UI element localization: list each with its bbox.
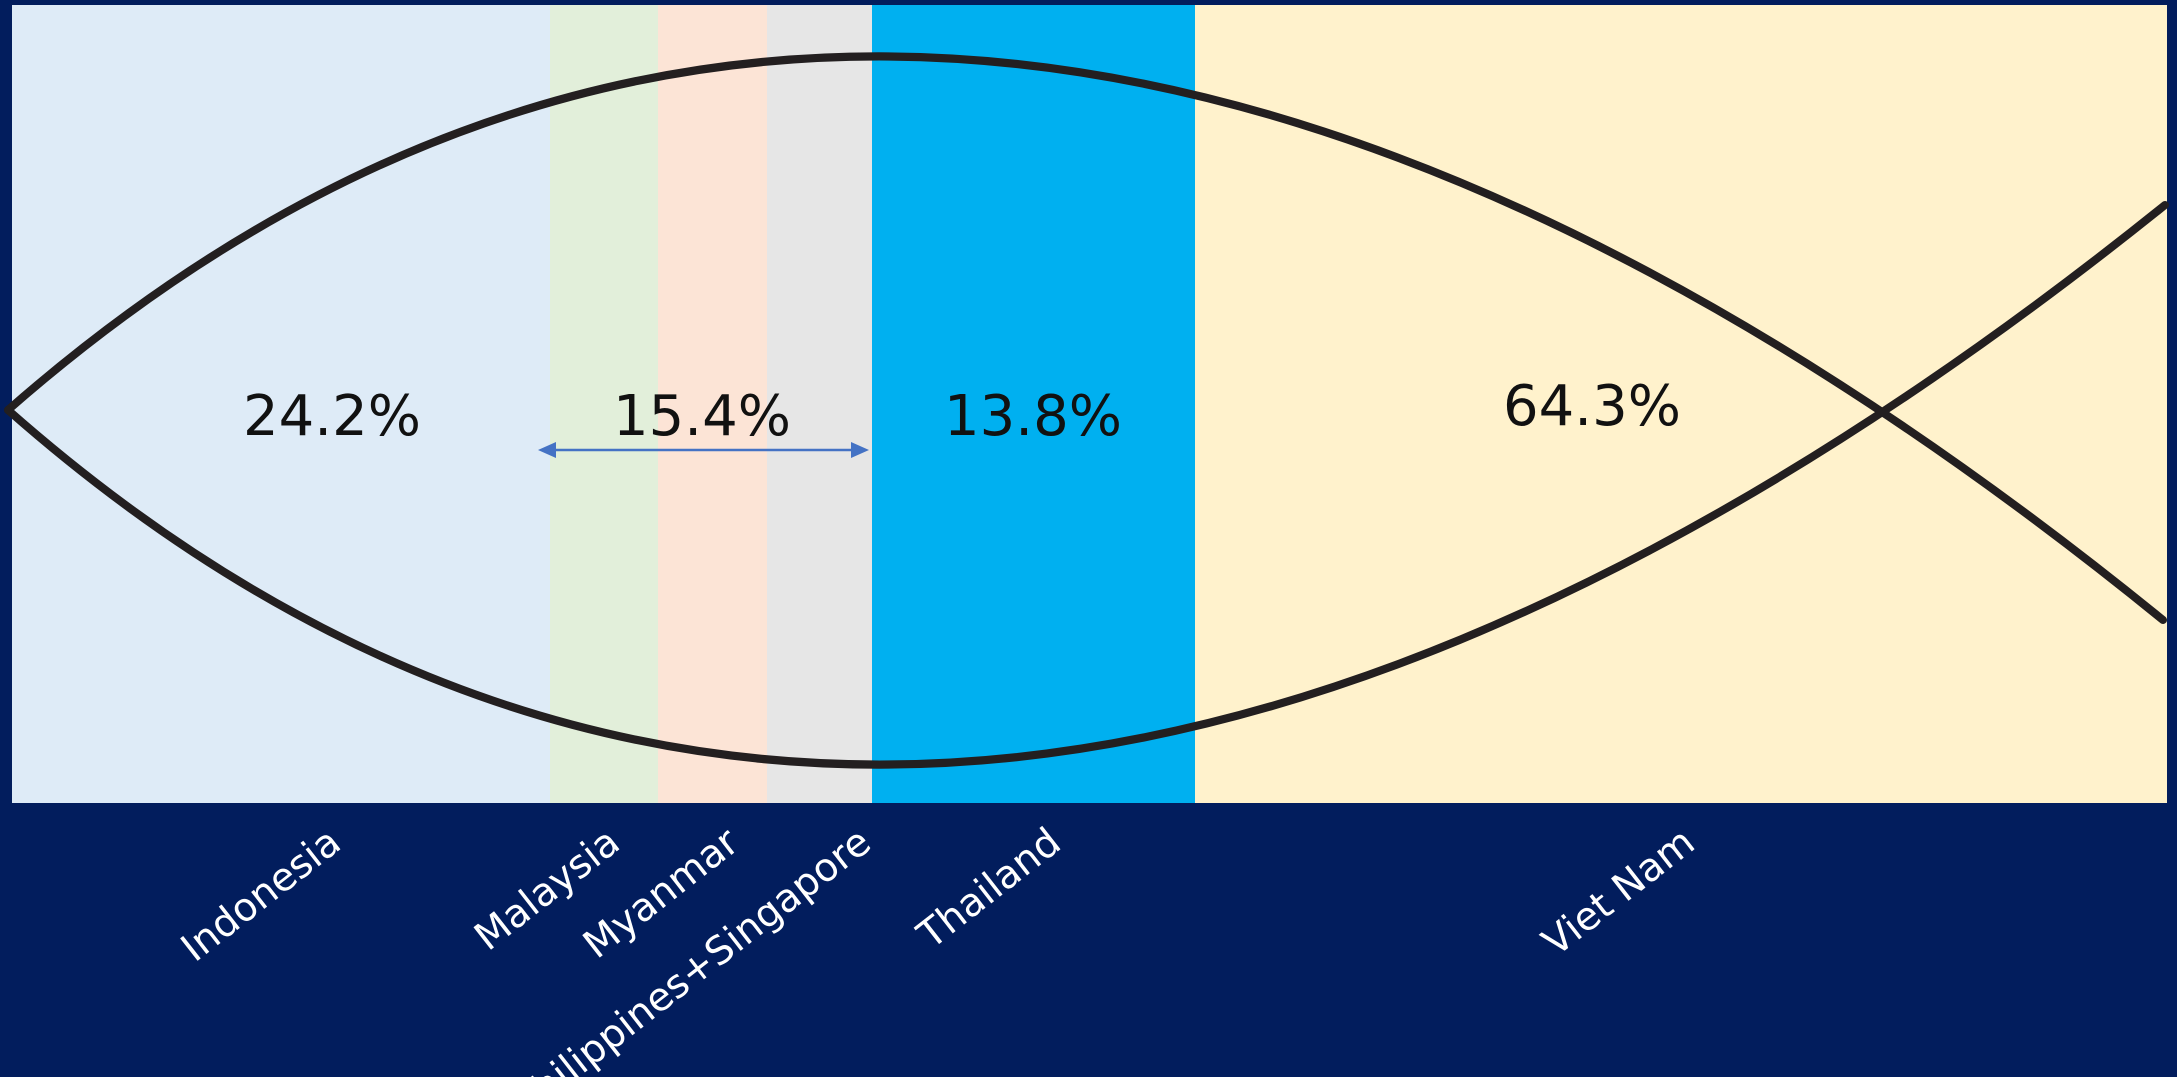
range-arrow-left-head bbox=[538, 442, 556, 458]
category-label-layer: Indonesia MalaysiaMyanmarPhilippines+Sing… bbox=[173, 819, 1703, 1077]
fish-upper-arc bbox=[4, 52, 2167, 624]
segment-myanmar bbox=[658, 5, 767, 803]
segment-indonesia bbox=[12, 5, 550, 803]
value-label: 13.8% bbox=[944, 384, 1122, 449]
range-arrow-right-head bbox=[851, 442, 869, 458]
segment-philippines-singapore bbox=[767, 5, 872, 803]
value-label: 15.4% bbox=[613, 384, 791, 449]
category-label-thailand: Thailand bbox=[909, 819, 1069, 958]
segment-thailand bbox=[872, 5, 1195, 803]
segment-viet-nam bbox=[1195, 5, 2167, 803]
category-label-indonesia: Indonesia bbox=[173, 819, 349, 971]
value-label-layer: 24.2% 15.4% 13.8% 64.3% bbox=[243, 374, 1681, 449]
value-label: 64.3% bbox=[1503, 374, 1681, 439]
segment-malaysia bbox=[550, 5, 658, 803]
fish-outline bbox=[4, 52, 2169, 769]
segment-layer bbox=[12, 5, 2167, 803]
category-label-viet-nam: Viet Nam bbox=[1534, 819, 1703, 965]
fish-lower-arc bbox=[4, 201, 2169, 769]
range-arrow bbox=[538, 442, 869, 458]
value-label: 24.2% bbox=[243, 384, 421, 449]
